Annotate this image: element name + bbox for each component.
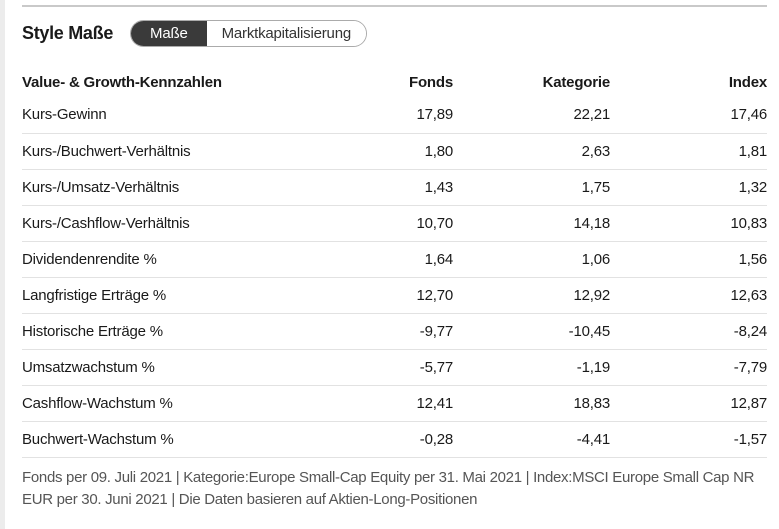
table-row: Kurs-/Umsatz-Verhältnis 1,43 1,75 1,32 [22,169,767,206]
metric-label: Dividendenrendite % [22,241,296,278]
kategorie-value: 1,06 [453,241,610,278]
kategorie-value: 1,75 [453,169,610,206]
page-left-edge [0,0,5,529]
index-value: 12,87 [610,385,767,422]
tab-marktkapitalisierung[interactable]: Marktkapitalisierung [206,20,366,46]
table-row: Dividendenrendite % 1,64 1,06 1,56 [22,241,767,278]
fonds-value: 1,64 [296,241,453,278]
index-value: 1,81 [610,133,767,170]
kategorie-value: 22,21 [453,97,610,134]
table-row: Kurs-/Buchwert-Verhältnis 1,80 2,63 1,81 [22,133,767,170]
table-row: Langfristige Erträge % 12,70 12,92 12,63 [22,277,767,314]
metric-label: Kurs-/Cashflow-Verhältnis [22,205,296,242]
metric-label: Kurs-/Buchwert-Verhältnis [22,133,296,170]
kategorie-value: 12,92 [453,277,610,314]
index-value: 17,46 [610,97,767,134]
tab-masse[interactable]: Maße [131,20,207,46]
fonds-value: -5,77 [296,349,453,386]
table-body: Kurs-Gewinn 17,89 22,21 17,46 Kurs-/Buch… [22,97,767,458]
fonds-value: 10,70 [296,205,453,242]
table-row: Kurs-Gewinn 17,89 22,21 17,46 [22,97,767,134]
kategorie-value: 14,18 [453,205,610,242]
metric-label: Historische Erträge % [22,313,296,350]
column-header-kategorie: Kategorie [542,74,611,91]
top-divider [22,5,767,7]
table-row: Cashflow-Wachstum % 12,41 18,83 12,87 [22,385,767,422]
kategorie-value: 2,63 [453,133,610,170]
index-value: 12,63 [610,277,767,314]
table-row: Kurs-/Cashflow-Verhältnis 10,70 14,18 10… [22,205,767,242]
kategorie-value: -10,45 [453,313,610,350]
fonds-value: 1,43 [296,169,453,206]
index-value: -8,24 [610,313,767,350]
kategorie-value: -4,41 [453,421,610,458]
index-value: 10,83 [610,205,767,242]
metric-label: Buchwert-Wachstum % [22,421,296,458]
metric-label: Umsatzwachstum % [22,349,296,386]
index-value: -1,57 [610,421,767,458]
table-header-row: Value- & Growth-Kennzahlen Fonds Kategor… [22,68,767,97]
footnote: Fonds per 09. Juli 2021 | Kategorie:Euro… [22,468,755,508]
column-header-fonds: Fonds [409,74,453,91]
table-row: Buchwert-Wachstum % -0,28 -4,41 -1,57 [22,421,767,458]
fonds-value: 1,80 [296,133,453,170]
index-value: 1,32 [610,169,767,206]
column-header-kennzahlen: Value- & Growth-Kennzahlen [22,74,222,91]
measures-toggle-group: Maße Marktkapitalisierung [130,19,367,47]
kategorie-value: -1,19 [453,349,610,386]
page-title: Style Maße [22,22,114,43]
index-value: 1,56 [610,241,767,278]
index-value: -7,79 [610,349,767,386]
kategorie-value: 18,83 [453,385,610,422]
table-row: Historische Erträge % -9,77 -10,45 -8,24 [22,313,767,350]
column-header-index: Index [728,74,767,91]
metric-label: Kurs-/Umsatz-Verhältnis [22,169,296,206]
fonds-value: 12,70 [296,277,453,314]
metric-label: Langfristige Erträge % [22,277,296,314]
metric-label: Kurs-Gewinn [22,97,296,134]
fonds-value: 17,89 [296,97,453,134]
fonds-value: 12,41 [296,385,453,422]
style-measures-panel: Style Maße Maße Marktkapitalisierung Val… [22,0,767,511]
metric-label: Cashflow-Wachstum % [22,385,296,422]
fonds-value: -9,77 [296,313,453,350]
panel-header: Style Maße Maße Marktkapitalisierung [22,19,767,47]
table-row: Umsatzwachstum % -5,77 -1,19 -7,79 [22,349,767,386]
value-growth-table: Value- & Growth-Kennzahlen Fonds Kategor… [22,68,767,458]
fonds-value: -0,28 [296,421,453,458]
